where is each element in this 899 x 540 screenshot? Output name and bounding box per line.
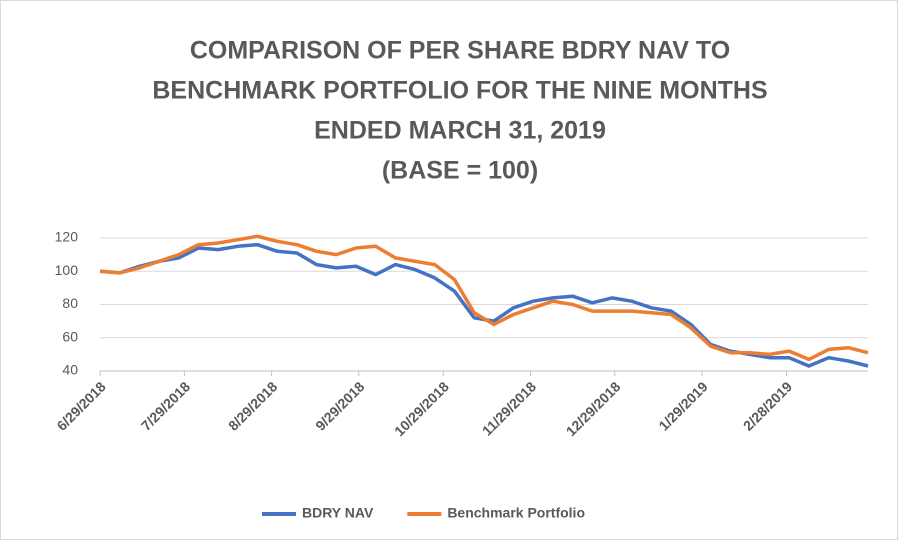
series-line bbox=[99, 234, 869, 362]
chart-title: ENDED MARCH 31, 2019 bbox=[314, 117, 606, 145]
chart-title: BENCHMARK PORTFOLIO FOR THE NINE MONTHS bbox=[152, 77, 767, 105]
chart-title: (BASE = 100) bbox=[382, 157, 538, 185]
legend-label: Benchmark Portfolio bbox=[447, 505, 585, 521]
legend-label: BDRY NAV bbox=[302, 505, 374, 521]
y-tick-label: 40 bbox=[62, 362, 78, 378]
y-tick-label: 120 bbox=[55, 229, 79, 245]
y-tick-label: 60 bbox=[62, 328, 78, 344]
y-tick-label: 80 bbox=[62, 295, 78, 311]
chart-title: COMPARISON OF PER SHARE BDRY NAV TO bbox=[190, 37, 730, 65]
y-tick-label: 100 bbox=[55, 262, 79, 278]
